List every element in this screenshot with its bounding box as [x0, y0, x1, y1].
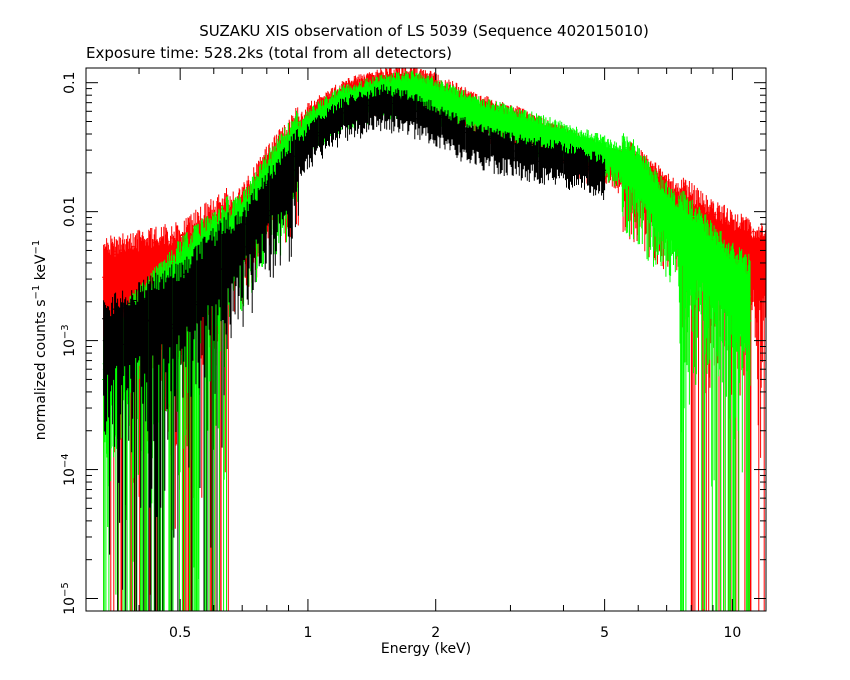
series-black-point — [102, 339, 105, 342]
chart-title: SUZAKU XIS observation of LS 5039 (Seque… — [199, 22, 649, 40]
series-green-point — [652, 196, 654, 198]
series-green-point — [476, 113, 478, 115]
y-tick-label: 10−5 — [60, 582, 78, 615]
series-green-point — [690, 239, 693, 242]
series-green-point — [509, 123, 512, 125]
series-green-point — [631, 166, 633, 169]
x-tick-label: 0.5 — [169, 625, 191, 641]
series-green-point — [415, 87, 418, 90]
y-tick-label: 10−4 — [60, 453, 78, 486]
series-black-point — [476, 140, 478, 143]
x-tick-label: 2 — [431, 625, 440, 641]
x-tick-label: 5 — [600, 625, 609, 641]
series-green-point — [665, 210, 668, 213]
x-tick-label: 10 — [723, 625, 741, 641]
series-black-point — [287, 172, 290, 174]
y-axis-label: normalized counts s−1 keV−1 — [31, 240, 49, 441]
y-axis-label-exp2: −1 — [31, 240, 42, 255]
ticks-layer: 0.5 1 2 5 10 0.1 0.01 10−3 10−4 10−5 — [60, 68, 766, 641]
series-green-point — [603, 153, 606, 155]
y-axis-label-exp1: −1 — [31, 285, 42, 300]
series-black-point — [381, 101, 384, 104]
series-black-point — [415, 110, 418, 113]
x-axis-label: Energy (keV) — [381, 641, 471, 657]
series-black-point — [241, 239, 243, 242]
series-layer — [102, 68, 766, 611]
y-axis-label-prefix: normalized counts s — [33, 299, 49, 440]
series-black-error-bars — [102, 84, 607, 611]
series-black-point — [509, 149, 512, 151]
series-black-point — [603, 172, 606, 174]
plot-frame — [85, 67, 767, 612]
series-green-point — [562, 139, 565, 141]
series-black-point — [340, 115, 343, 117]
series-black-point — [179, 301, 181, 303]
series-green-point — [340, 103, 343, 106]
series-black-point — [562, 159, 565, 162]
series-red-point — [102, 278, 105, 280]
y-tick-label: 0.1 — [62, 72, 78, 94]
series-green-point — [731, 282, 734, 284]
series-green-point — [749, 295, 751, 298]
series-green-point — [434, 95, 437, 98]
series-green-point — [712, 262, 714, 264]
series-black-point — [266, 200, 268, 203]
series-black-point — [434, 120, 437, 123]
y-tick-label: 10−3 — [60, 324, 78, 357]
chart-subtitle: Exposure time: 528.2ks (total from all d… — [86, 44, 452, 62]
series-black-point — [307, 140, 309, 143]
y-tick-label: 0.01 — [62, 196, 78, 227]
y-axis-label-mid: keV — [33, 254, 49, 285]
series-black — [102, 84, 607, 611]
x-tick-label: 1 — [303, 625, 312, 641]
